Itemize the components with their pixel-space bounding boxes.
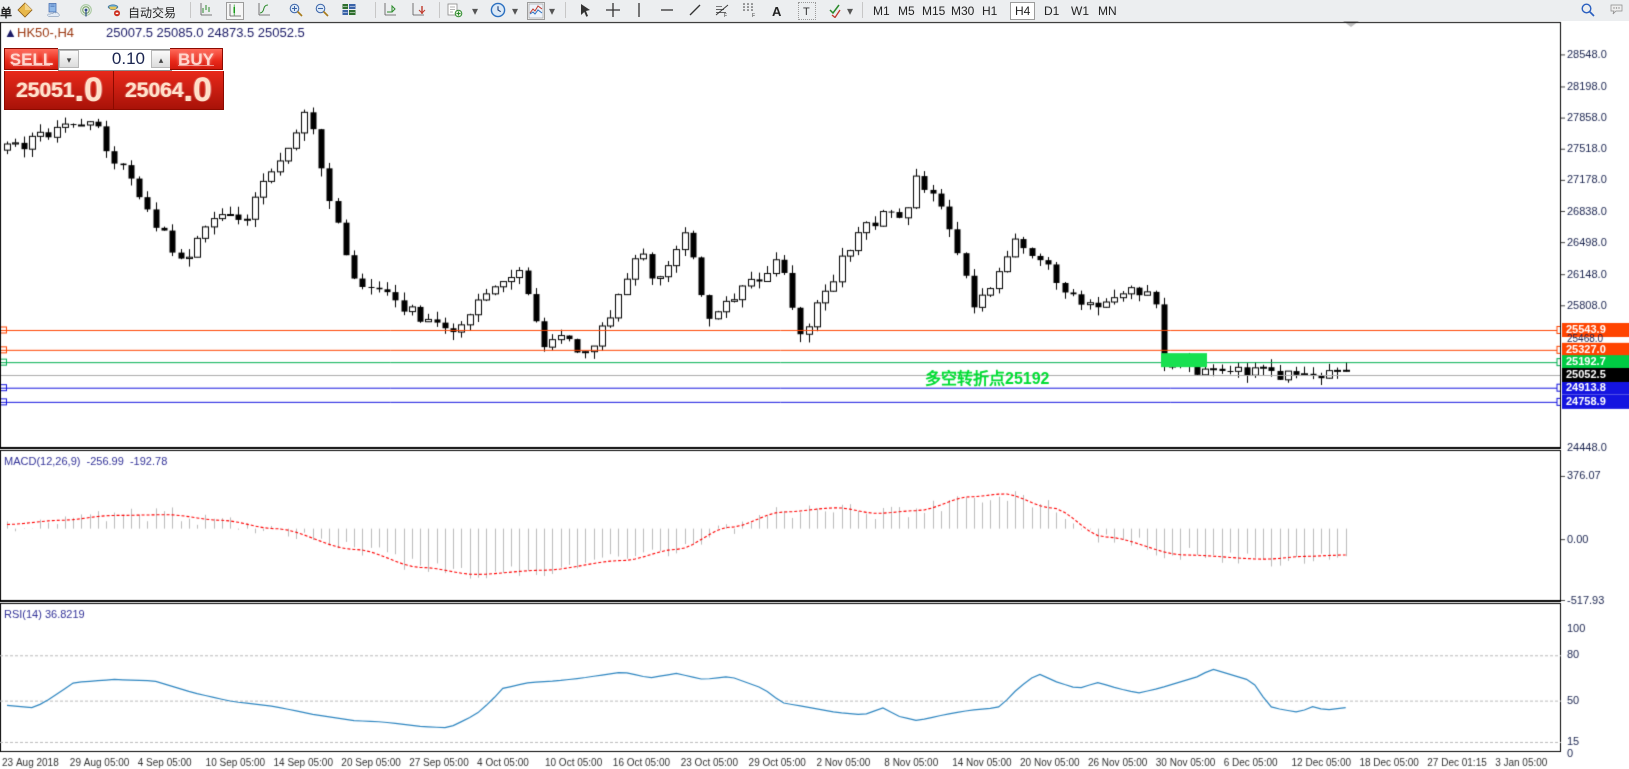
svg-text:F: F bbox=[724, 13, 727, 18]
svg-text:F: F bbox=[752, 13, 755, 18]
svg-text:T: T bbox=[803, 6, 810, 18]
